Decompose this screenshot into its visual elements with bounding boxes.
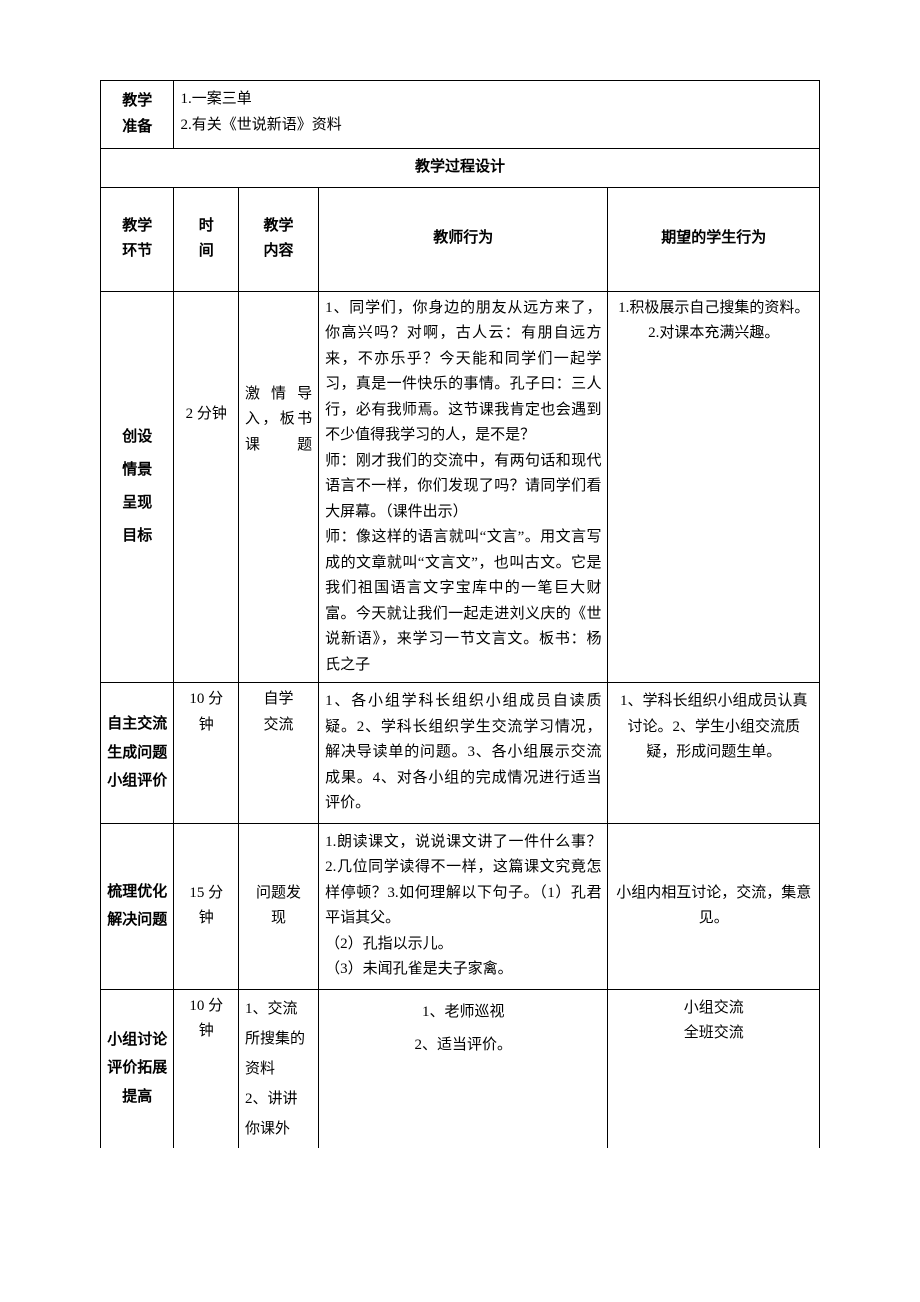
phase-cell: 自主交流 生成问题 小组评价 <box>101 683 174 824</box>
prep-row: 教学 准备 1.一案三单 2.有关《世说新语》资料 <box>101 81 820 149</box>
time-cell: 10 分 钟 <box>174 683 239 824</box>
phase-cell: 创设 情景 呈现 目标 <box>101 291 174 683</box>
teacher-cell: 1、同学们，你身边的朋友从远方来了，你高兴吗？对啊，古人云：有朋自远方来，不亦乐… <box>319 291 608 683</box>
prep-line1: 1.一案三单 <box>180 87 813 113</box>
time-cell: 2 分钟 <box>174 291 239 683</box>
prep-label: 教学 准备 <box>101 81 174 149</box>
student-cell: 1.积极展示自己搜集的资料。 2.对课本充满兴趣。 <box>608 291 820 683</box>
teacher-cell: 1、各小组学科长组织小组成员自读质疑。2、学科长组织学生交流学习情况，解决导读单… <box>319 683 608 824</box>
table-row: 梳理优化 解决问题 15 分 钟 问题发 现 1.朗读课文，说说课文讲了一件什么… <box>101 823 820 989</box>
table-row: 自主交流 生成问题 小组评价 10 分 钟 自学 交流 1、各小组学科长组织小组… <box>101 683 820 824</box>
prep-content: 1.一案三单 2.有关《世说新语》资料 <box>174 81 820 149</box>
time-cell: 15 分 钟 <box>174 823 239 989</box>
teacher-cell: 1.朗读课文，说说课文讲了一件什么事？2.几位同学读得不一样，这篇课文究竟怎样停… <box>319 823 608 989</box>
lesson-plan-table: 教学 准备 1.一案三单 2.有关《世说新语》资料 教学过程设计 教学 环节 时… <box>100 80 820 1148</box>
student-cell: 小组交流 全班交流 <box>608 989 820 1148</box>
process-header-row: 教学过程设计 <box>101 149 820 188</box>
col-time: 时 间 <box>174 187 239 291</box>
phase-cell: 小组讨论 评价拓展 提高 <box>101 989 174 1148</box>
col-student: 期望的学生行为 <box>608 187 820 291</box>
prep-line2: 2.有关《世说新语》资料 <box>180 113 813 139</box>
table-row: 小组讨论 评价拓展 提高 10 分 钟 1、交流所搜集的资料 2、讲讲你课外 1… <box>101 989 820 1148</box>
col-phase: 教学 环节 <box>101 187 174 291</box>
content-cell: 激情导入，板书课题 <box>239 291 319 683</box>
table-row: 创设 情景 呈现 目标 2 分钟 激情导入，板书课题 1、同学们，你身边的朋友从… <box>101 291 820 683</box>
content-cell: 自学 交流 <box>239 683 319 824</box>
content-cell: 问题发 现 <box>239 823 319 989</box>
process-header: 教学过程设计 <box>101 149 820 188</box>
column-header-row: 教学 环节 时 间 教学 内容 教师行为 期望的学生行为 <box>101 187 820 291</box>
student-cell: 1、学科长组织小组成员认真讨论。2、学生小组交流质疑，形成问题生单。 <box>608 683 820 824</box>
teacher-cell: 1、老师巡视 2、适当评价。 <box>319 989 608 1148</box>
student-cell: 小组内相互讨论，交流，集意见。 <box>608 823 820 989</box>
col-content: 教学 内容 <box>239 187 319 291</box>
time-cell: 10 分 钟 <box>174 989 239 1148</box>
content-cell: 1、交流所搜集的资料 2、讲讲你课外 <box>239 989 319 1148</box>
phase-cell: 梳理优化 解决问题 <box>101 823 174 989</box>
col-teacher: 教师行为 <box>319 187 608 291</box>
